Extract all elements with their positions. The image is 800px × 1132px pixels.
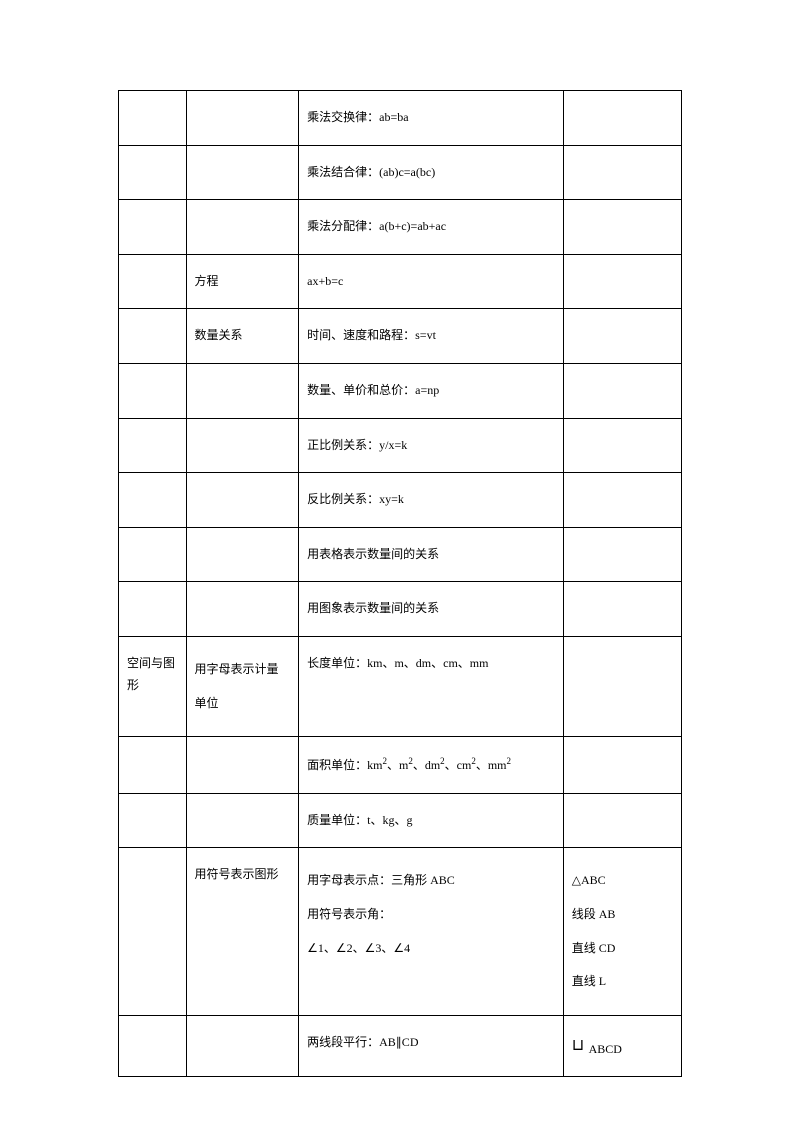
cell-c1 (119, 1015, 187, 1077)
cell-c1: 空间与图形 (119, 636, 187, 736)
cell-c3: 长度单位：km、m、dm、cm、mm (299, 636, 564, 736)
superscript: 2 (507, 756, 512, 766)
cell-c2 (186, 527, 299, 582)
cell-c3: 正比例关系：y/x=k (299, 418, 564, 473)
cell-c4 (563, 582, 681, 637)
cell-c2 (186, 473, 299, 528)
cell-c2: 用符号表示图形 (186, 848, 299, 1015)
cell-c4 (563, 418, 681, 473)
unit-sep: 、dm (413, 758, 440, 772)
cell-c3: 时间、速度和路程：s=vt (299, 309, 564, 364)
cell-c4 (563, 473, 681, 528)
table-row: 用符号表示图形 用字母表示点：三角形 ABC 用符号表示角： ∠1、∠2、∠3、… (119, 848, 682, 1015)
cell-c4 (563, 636, 681, 736)
cell-c1 (119, 527, 187, 582)
symbol-line: △ABC (572, 864, 673, 898)
cell-c1 (119, 418, 187, 473)
cell-c4 (563, 793, 681, 848)
cell-c2 (186, 200, 299, 255)
cell-c1 (119, 145, 187, 200)
cell-c3: ax+b=c (299, 254, 564, 309)
table-row: 两线段平行：AB∥CD ⊔ ABCD (119, 1015, 682, 1077)
cell-c3-shapes: 用字母表示点：三角形 ABC 用符号表示角： ∠1、∠2、∠3、∠4 (299, 848, 564, 1015)
cell-c3: 用表格表示数量间的关系 (299, 527, 564, 582)
table-row: 面积单位：km2、m2、dm2、cm2、mm2 (119, 737, 682, 794)
cell-c2 (186, 737, 299, 794)
table-row: 用图象表示数量间的关系 (119, 582, 682, 637)
table-row: 正比例关系：y/x=k (119, 418, 682, 473)
symbol-line: 直线 L (572, 965, 673, 999)
cell-c4 (563, 254, 681, 309)
cell-c4 (563, 309, 681, 364)
cell-c3: 用图象表示数量间的关系 (299, 582, 564, 637)
cell-c2 (186, 363, 299, 418)
cell-c3: 乘法结合律：(ab)c=a(bc) (299, 145, 564, 200)
cell-c3: 两线段平行：AB∥CD (299, 1015, 564, 1077)
cell-c3: 质量单位：t、kg、g (299, 793, 564, 848)
cell-c4 (563, 145, 681, 200)
cell-c3: 数量、单价和总价：a=np (299, 363, 564, 418)
cell-c1 (119, 309, 187, 364)
cell-c1 (119, 254, 187, 309)
unit-sep: 、mm (476, 758, 507, 772)
table-row: 空间与图形 用字母表示计量单位 长度单位：km、m、dm、cm、mm (119, 636, 682, 736)
table-row: 乘法交换律：ab=ba (119, 91, 682, 146)
shape-line: 用字母表示点：三角形 ABC (307, 864, 555, 898)
symbol-line: 线段 AB (572, 898, 673, 932)
table-row: 质量单位：t、kg、g (119, 793, 682, 848)
unit-sep: 、m (387, 758, 408, 772)
shape-line: 用符号表示角： (307, 898, 555, 932)
symbol-text: ABCD (586, 1042, 622, 1056)
cell-c2: 方程 (186, 254, 299, 309)
unit-prefix: 面积单位：km (307, 758, 382, 772)
cell-c1 (119, 582, 187, 637)
cell-c2 (186, 418, 299, 473)
cell-c3: 乘法分配律：a(b+c)=ab+ac (299, 200, 564, 255)
cell-c2 (186, 91, 299, 146)
cell-c1 (119, 737, 187, 794)
table-row: 用表格表示数量间的关系 (119, 527, 682, 582)
cell-c4-parallelogram: ⊔ ABCD (563, 1015, 681, 1077)
table-row: 方程 ax+b=c (119, 254, 682, 309)
cell-c3: 反比例关系：xy=k (299, 473, 564, 528)
symbol-line: 直线 CD (572, 932, 673, 966)
cell-c2 (186, 582, 299, 637)
shape-line: ∠1、∠2、∠3、∠4 (307, 932, 555, 966)
cell-c4 (563, 91, 681, 146)
cell-c1 (119, 848, 187, 1015)
cell-c1 (119, 91, 187, 146)
cell-c1 (119, 793, 187, 848)
cell-c1 (119, 363, 187, 418)
table-row: 数量关系 时间、速度和路程：s=vt (119, 309, 682, 364)
table-row: 数量、单价和总价：a=np (119, 363, 682, 418)
cell-c3-area-units: 面积单位：km2、m2、dm2、cm2、mm2 (299, 737, 564, 794)
cell-c4 (563, 737, 681, 794)
table-row: 反比例关系：xy=k (119, 473, 682, 528)
parallelogram-icon: ⊔ (572, 1037, 584, 1054)
cell-c2: 数量关系 (186, 309, 299, 364)
cell-c1 (119, 473, 187, 528)
cell-c3: 乘法交换律：ab=ba (299, 91, 564, 146)
unit-sep: 、cm (445, 758, 472, 772)
cell-c4 (563, 527, 681, 582)
cell-c4-symbols: △ABC 线段 AB 直线 CD 直线 L (563, 848, 681, 1015)
table-row: 乘法分配律：a(b+c)=ab+ac (119, 200, 682, 255)
cell-c2 (186, 1015, 299, 1077)
cell-c4 (563, 200, 681, 255)
cell-c2 (186, 793, 299, 848)
table-row: 乘法结合律：(ab)c=a(bc) (119, 145, 682, 200)
math-reference-table: 乘法交换律：ab=ba 乘法结合律：(ab)c=a(bc) 乘法分配律：a(b+… (118, 90, 682, 1077)
cell-c2 (186, 145, 299, 200)
cell-c1 (119, 200, 187, 255)
cell-c2: 用字母表示计量单位 (186, 636, 299, 736)
cell-c4 (563, 363, 681, 418)
